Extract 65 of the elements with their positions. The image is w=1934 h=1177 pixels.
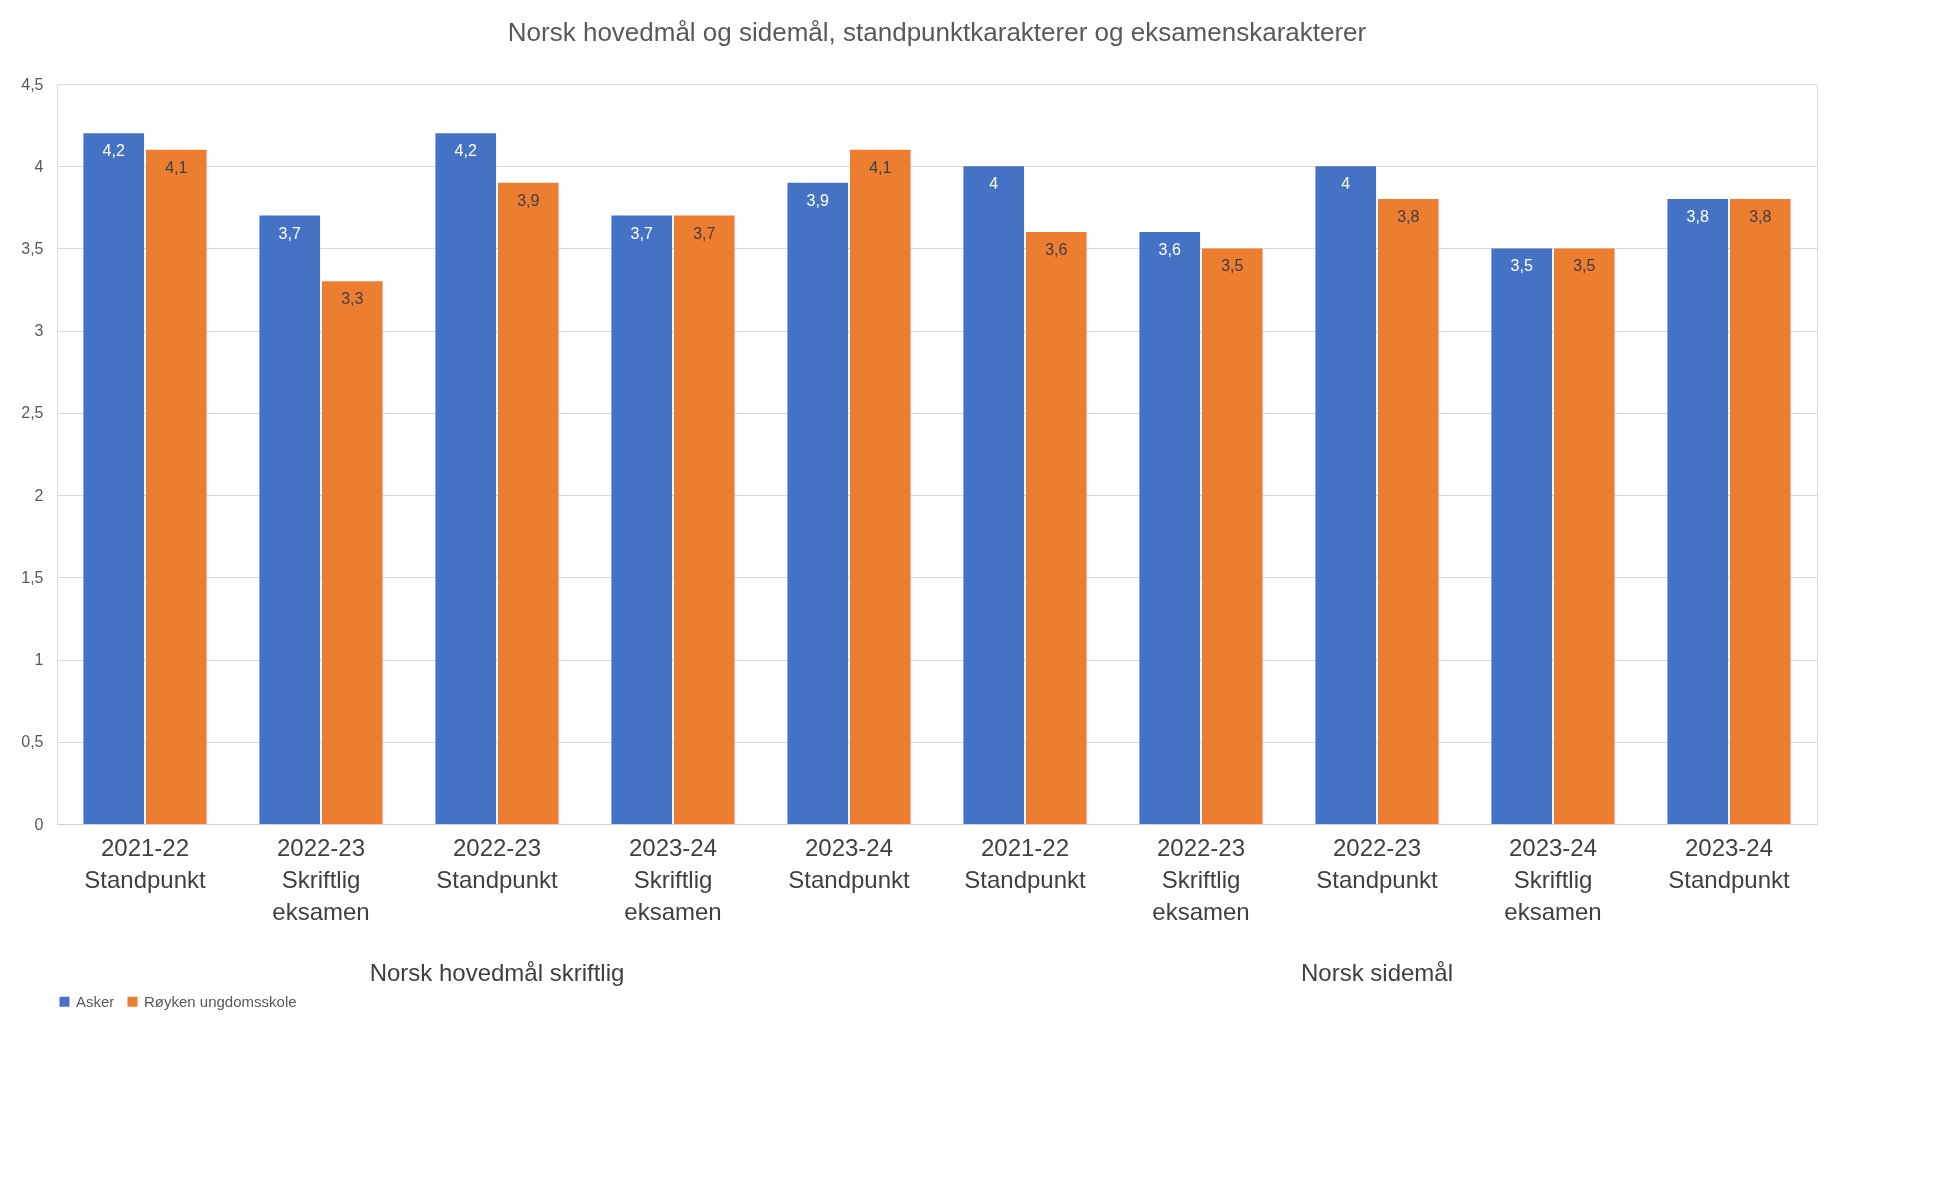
x-tick-label: 2023-24 Standpunkt: [1668, 833, 1791, 893]
bar: [1553, 248, 1615, 824]
data-label: 3,9: [806, 191, 829, 209]
data-label: 3,7: [693, 224, 716, 242]
data-label: 3,7: [630, 224, 653, 242]
y-tick-label: 2,5: [21, 404, 44, 422]
x-tick-label: 2022-23 Standpunkt: [1316, 833, 1439, 893]
y-tick-label: 2: [34, 486, 44, 504]
bar: [673, 215, 735, 824]
x-tick-label: 2022-23 Skriftlig eksamen: [1152, 833, 1250, 925]
data-label: 3,9: [517, 191, 540, 209]
data-label: 4: [1341, 175, 1351, 193]
x-tick-label: 2022-23 Skriftlig eksamen: [272, 833, 370, 925]
bar: [849, 149, 911, 824]
bar: [435, 133, 497, 824]
bar: [963, 166, 1025, 824]
data-label: 3,3: [341, 290, 364, 308]
data-label: 4,1: [165, 158, 188, 176]
bar: [611, 215, 673, 824]
bar: [497, 182, 559, 824]
bar: [1025, 232, 1087, 824]
bar: [1377, 199, 1439, 824]
data-label: 4,2: [454, 142, 477, 160]
x-tick-label: 2021-22 Standpunkt: [964, 833, 1087, 893]
data-label: 3,8: [1686, 208, 1709, 226]
text: Norsk sidemål: [1300, 959, 1454, 986]
bar: [259, 215, 321, 824]
bar: [1315, 166, 1377, 824]
bar: [1491, 248, 1553, 824]
bar: [1667, 199, 1729, 824]
x-tick-label: 2023-24 Standpunkt: [788, 833, 911, 893]
x-tick-label: 2023-24 Skriftlig eksamen: [624, 833, 722, 925]
data-label: 3,6: [1158, 241, 1181, 258]
data-label: 4,2: [102, 142, 125, 160]
y-tick-label: 1: [34, 651, 44, 669]
bar: [83, 133, 145, 824]
y-tick-label: 3: [34, 322, 44, 340]
bar: [787, 182, 849, 824]
legend-label: Røyken ungdomsskole: [144, 992, 297, 1010]
data-label: 3,8: [1749, 208, 1772, 226]
y-tick-label: 4: [34, 157, 44, 175]
data-label: 4: [989, 175, 999, 193]
data-label: 3,6: [1045, 241, 1068, 258]
bar: [1201, 248, 1263, 824]
data-label: 4,1: [869, 158, 892, 176]
y-tick-label: 1,5: [21, 568, 44, 586]
bar: [1729, 199, 1791, 824]
bar: [1139, 232, 1201, 824]
data-label: 3,5: [1510, 257, 1533, 275]
x-tick-label: 2023-24 Skriftlig eksamen: [1504, 833, 1602, 925]
y-tick-label: 3,5: [21, 239, 44, 257]
data-label: 3,8: [1397, 208, 1420, 226]
x-tick-label: 2022-23 Standpunkt: [436, 833, 559, 893]
data-label: 3,7: [278, 224, 301, 242]
data-label: 3,5: [1221, 257, 1244, 275]
y-tick-label: 0,5: [21, 733, 44, 751]
data-label: 3,5: [1573, 257, 1596, 275]
x-tick-label: 2021-22 Standpunkt: [84, 833, 207, 893]
bar: [321, 281, 383, 824]
y-tick-label: 0: [34, 815, 44, 833]
text: Norsk hovedmål skriftlig: [369, 959, 625, 986]
chart-title: Norsk hovedmål og sidemål, standpunktkarakterer og eksamenskarakterer: [507, 17, 1367, 47]
y-tick-label: 4,5: [21, 75, 44, 93]
bar: [145, 149, 207, 824]
legend-label: Asker: [76, 992, 115, 1010]
